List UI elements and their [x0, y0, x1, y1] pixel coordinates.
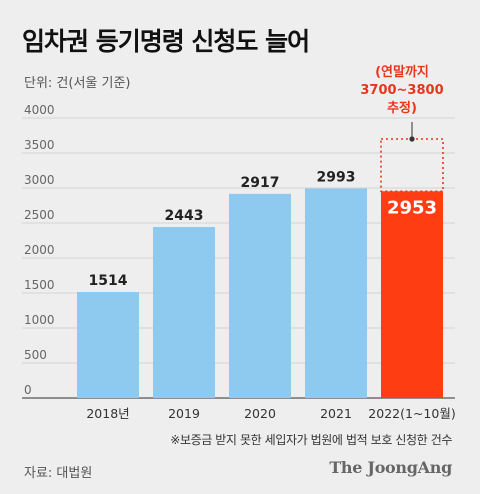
bar [229, 193, 291, 398]
bar [153, 226, 215, 398]
x-tick-label: 2018년 [86, 406, 129, 421]
projection-dot [409, 136, 415, 142]
bar [77, 292, 139, 398]
bar-value-label: 2993 [317, 169, 356, 185]
footnote: ※보증금 받지 못한 세입자가 법원에 법적 보호 신청한 건수 [170, 433, 452, 447]
x-tick-label: 2020 [244, 406, 276, 421]
brand-logo: The JoongAng [329, 458, 452, 477]
y-tick-label: 2500 [24, 208, 55, 222]
annotation-line-2: 3700~3800 [360, 83, 444, 98]
y-tick-label: 3000 [24, 173, 55, 187]
projection-annotation: (연말까지 3700~3800 추정) [354, 64, 450, 118]
y-tick-label: 500 [24, 348, 47, 362]
unit-label: 단위: 건(서울 기준) [24, 76, 131, 91]
y-tick-label: 1500 [24, 278, 55, 292]
bar-value-label: 2443 [165, 208, 204, 224]
bar-value-label: 2953 [387, 197, 437, 218]
bar [305, 188, 367, 398]
source-label: 자료: 대법원 [24, 466, 93, 481]
y-tick-label: 3500 [24, 138, 55, 152]
y-tick-label: 2000 [24, 243, 55, 257]
y-tick-label: 1000 [24, 313, 55, 327]
y-tick-label: 4000 [24, 103, 55, 117]
x-tick-label: 2021 [320, 406, 352, 421]
annotation-line-1: (연말까지 [375, 65, 429, 80]
x-tick-label: 2019 [168, 406, 200, 421]
bar [381, 191, 443, 398]
bar-value-label: 1514 [89, 273, 128, 289]
y-tick-label: 0 [24, 383, 32, 397]
annotation-line-3: 추정) [387, 101, 417, 116]
projection-box [380, 138, 444, 193]
bar-value-label: 2917 [241, 175, 280, 191]
x-tick-label: 2022(1~10월) [368, 406, 455, 421]
chart-title: 임차권 등기명령 신청도 늘어 [22, 27, 310, 56]
